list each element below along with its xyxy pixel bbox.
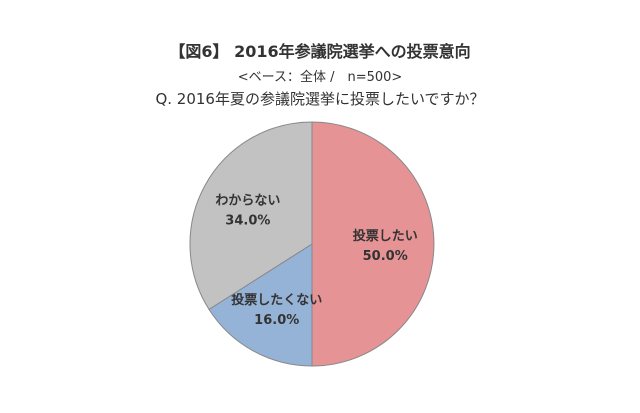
pie-slice-2 bbox=[189, 121, 313, 311]
chart-question: Q. 2016年夏の参議院選挙に投票したいですか？ bbox=[155, 90, 485, 108]
chart-title: 【図6】 2016年参議院選挙への投票意向 bbox=[169, 42, 471, 61]
pie-slice-1 bbox=[208, 243, 313, 367]
chart-subtitle: <ベース：全体 / n=500> bbox=[237, 70, 403, 85]
slice-label-2: わからない bbox=[215, 194, 280, 209]
slice-label-1: 投票したくない bbox=[231, 292, 322, 308]
pie-slice-0 bbox=[311, 121, 435, 367]
slice-value-1: 16.0% bbox=[254, 313, 299, 328]
slice-value-2: 34.0% bbox=[225, 214, 270, 229]
slice-value-0: 50.0% bbox=[363, 249, 408, 264]
slice-label-0: 投票したい bbox=[353, 228, 418, 244]
